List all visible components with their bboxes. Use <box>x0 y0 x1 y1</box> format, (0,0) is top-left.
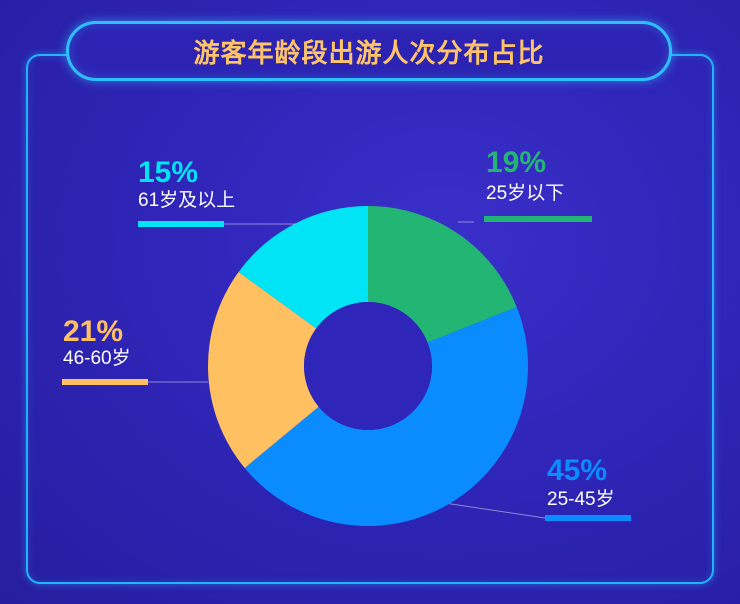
percent-label: 21% <box>63 315 123 348</box>
percent-label: 19% <box>486 146 546 179</box>
slice-25-45岁 <box>244 307 528 526</box>
slice-46-60岁 <box>207 271 319 468</box>
donut-hole <box>304 302 432 430</box>
percent-label: 45% <box>547 454 607 487</box>
percent-label: 15% <box>138 156 198 189</box>
category-label: 46-60岁 <box>63 347 131 369</box>
label-underline <box>138 221 224 227</box>
label-underline <box>545 515 631 521</box>
category-label: 61岁及以上 <box>138 189 235 211</box>
label-underline <box>484 216 592 222</box>
title-banner: 游客年龄段出游人次分布占比 <box>66 21 672 81</box>
leader-line <box>449 503 546 519</box>
slice-25岁以下 <box>368 206 517 343</box>
category-label: 25-45岁 <box>547 488 615 510</box>
category-label: 25岁以下 <box>486 182 564 204</box>
label-underline <box>62 379 148 385</box>
chart-title: 游客年龄段出游人次分布占比 <box>193 37 545 68</box>
slice-61岁及以上 <box>238 206 368 329</box>
